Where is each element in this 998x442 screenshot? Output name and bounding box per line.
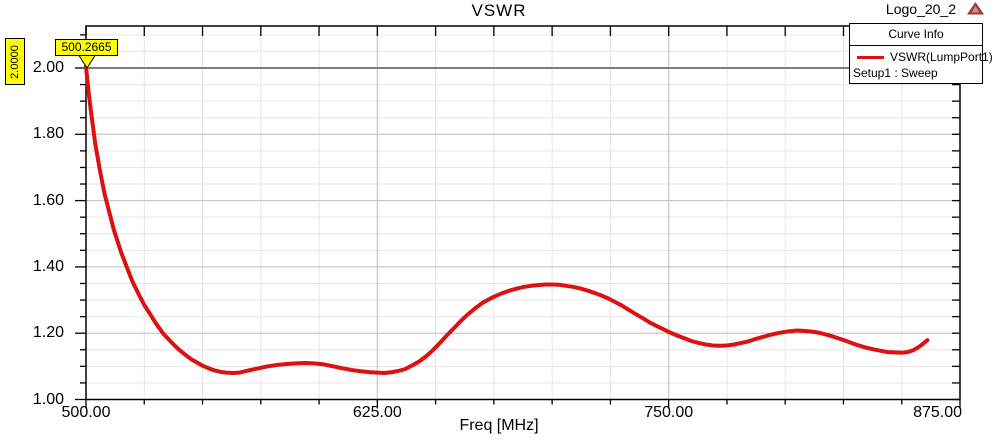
legend-title: Curve Info: [850, 24, 982, 46]
x-tick-label: 500.00: [61, 404, 111, 421]
y-marker-value: 2.0000: [9, 44, 21, 79]
x-tick-label: 750.00: [644, 404, 694, 421]
y-marker-tag[interactable]: 2.0000: [5, 38, 25, 85]
y-tick-label: 1.00: [32, 390, 64, 408]
x-tick-label: 625.00: [352, 404, 402, 421]
legend-series-label: VSWR(LumpPort1): [890, 50, 993, 64]
freq-marker-tag[interactable]: 500.2665: [55, 39, 118, 56]
legend-setup-label: Setup1 : Sweep: [853, 66, 938, 80]
x-tick-label: 875.00: [913, 404, 962, 421]
vswr-curve[interactable]: [84, 64, 930, 375]
design-name: Logo_20_2: [885, 1, 956, 17]
ansys-logo-icon: [967, 2, 984, 15]
y-tick-label: 1.40: [32, 257, 64, 275]
curve-info-legend[interactable]: Curve Info VSWR(LumpPort1) Setup1 : Swee…: [849, 23, 993, 84]
x-axis-label: Freq [MHz]: [459, 417, 539, 434]
freq-marker-pointer-icon[interactable]: [78, 55, 96, 69]
legend-series-row: VSWR(LumpPort1): [850, 46, 993, 64]
plot-border: [85, 25, 961, 401]
y-tick-label: 2.00: [32, 59, 64, 76]
y-tick-label: 1.20: [32, 324, 64, 342]
y-tick-label: 1.80: [32, 125, 64, 143]
grid-major: [86, 26, 960, 400]
plot-title: VSWR: [471, 1, 527, 20]
y-tick-label: 1.60: [32, 191, 64, 209]
series-color-swatch: [857, 55, 884, 59]
grid-minor: [86, 26, 960, 400]
